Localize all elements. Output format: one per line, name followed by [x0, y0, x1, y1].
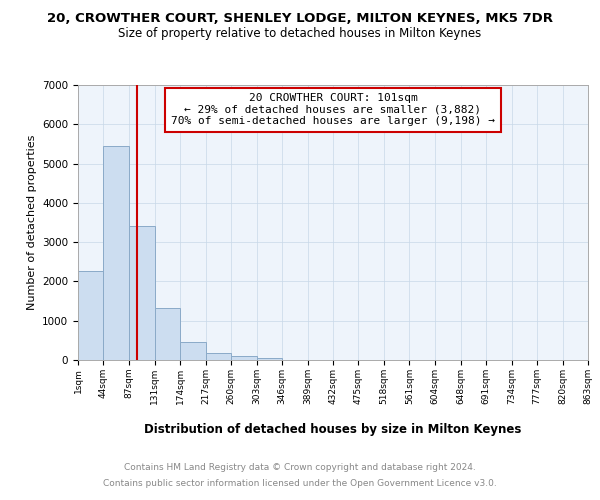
Bar — [129, 226, 155, 360]
Bar — [103, 146, 129, 360]
Bar — [257, 358, 282, 360]
Bar — [231, 356, 257, 360]
Text: 20 CROWTHER COURT: 101sqm
← 29% of detached houses are smaller (3,882)
70% of se: 20 CROWTHER COURT: 101sqm ← 29% of detac… — [171, 93, 495, 126]
Bar — [155, 308, 181, 360]
Bar — [206, 353, 231, 360]
Text: Contains public sector information licensed under the Open Government Licence v3: Contains public sector information licen… — [103, 479, 497, 488]
Text: Distribution of detached houses by size in Milton Keynes: Distribution of detached houses by size … — [145, 422, 521, 436]
Bar — [78, 271, 103, 360]
Text: 20, CROWTHER COURT, SHENLEY LODGE, MILTON KEYNES, MK5 7DR: 20, CROWTHER COURT, SHENLEY LODGE, MILTO… — [47, 12, 553, 26]
Text: Size of property relative to detached houses in Milton Keynes: Size of property relative to detached ho… — [118, 28, 482, 40]
Y-axis label: Number of detached properties: Number of detached properties — [26, 135, 37, 310]
Bar — [181, 342, 206, 360]
Text: Contains HM Land Registry data © Crown copyright and database right 2024.: Contains HM Land Registry data © Crown c… — [124, 462, 476, 471]
